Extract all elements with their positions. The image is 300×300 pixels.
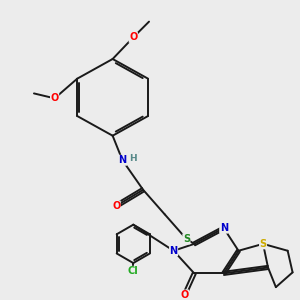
- Text: O: O: [50, 93, 59, 103]
- Text: S: S: [260, 239, 267, 249]
- Text: Cl: Cl: [128, 266, 139, 276]
- Text: N: N: [118, 155, 127, 165]
- Text: O: O: [112, 201, 120, 211]
- Text: O: O: [129, 32, 137, 42]
- Text: S: S: [183, 234, 190, 244]
- Text: N: N: [169, 246, 178, 256]
- Text: H: H: [129, 154, 136, 163]
- Text: O: O: [180, 290, 188, 300]
- Text: N: N: [220, 223, 228, 233]
